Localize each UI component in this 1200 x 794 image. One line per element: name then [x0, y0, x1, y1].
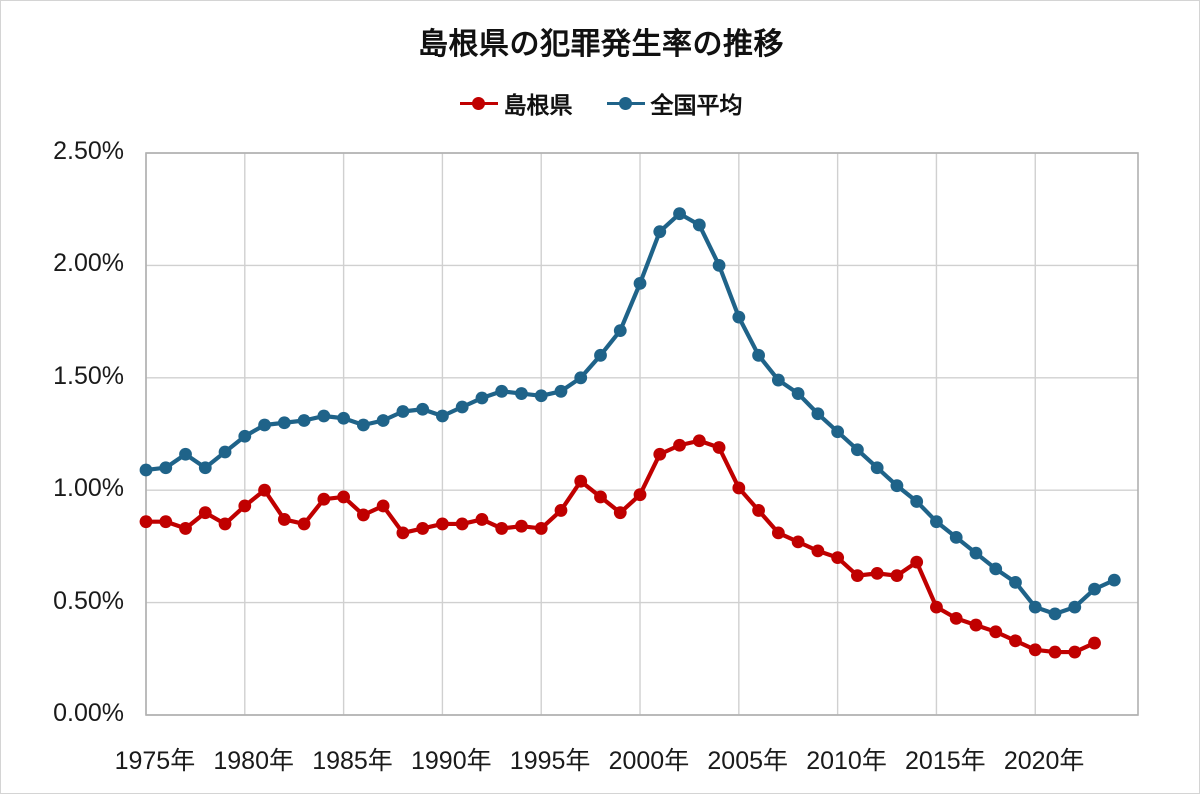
legend-item-national[interactable]: 全国平均 — [606, 86, 743, 120]
y-tick-label: 0.50% — [53, 586, 124, 615]
legend-label-national: 全国平均 — [650, 92, 743, 118]
x-tick-label: 1975年 — [114, 747, 196, 775]
x-tick-label: 1985年 — [312, 747, 393, 775]
y-tick-label: 2.50% — [53, 137, 124, 165]
x-tick-label: 1980年 — [213, 747, 294, 775]
legend-label-shimane: 島根県 — [503, 92, 573, 118]
x-tick-label: 2000年 — [608, 747, 690, 775]
y-tick-label: 2.00% — [53, 249, 124, 278]
y-tick-label: 1.00% — [53, 474, 124, 503]
x-tick-label: 1995年 — [509, 747, 591, 775]
y-tick-label: 1.50% — [53, 361, 124, 390]
legend-marker-shimane-icon — [459, 95, 498, 111]
x-tick-label: 2010年 — [806, 747, 887, 775]
chart-title: 島根県の犯罪発生率の推移 — [418, 28, 784, 61]
x-tick-label: 2005年 — [707, 747, 789, 775]
y-tick-label: 0.00% — [53, 699, 124, 727]
legend-item-shimane[interactable]: 島根県 — [459, 86, 573, 120]
x-tick-label: 2015年 — [905, 747, 986, 775]
legend-marker-national-icon — [606, 95, 645, 111]
x-tick-label: 1990年 — [410, 747, 492, 775]
x-tick-label: 2020年 — [1003, 747, 1085, 775]
chart-legend: 島根県 全国平均 — [1, 86, 1199, 120]
